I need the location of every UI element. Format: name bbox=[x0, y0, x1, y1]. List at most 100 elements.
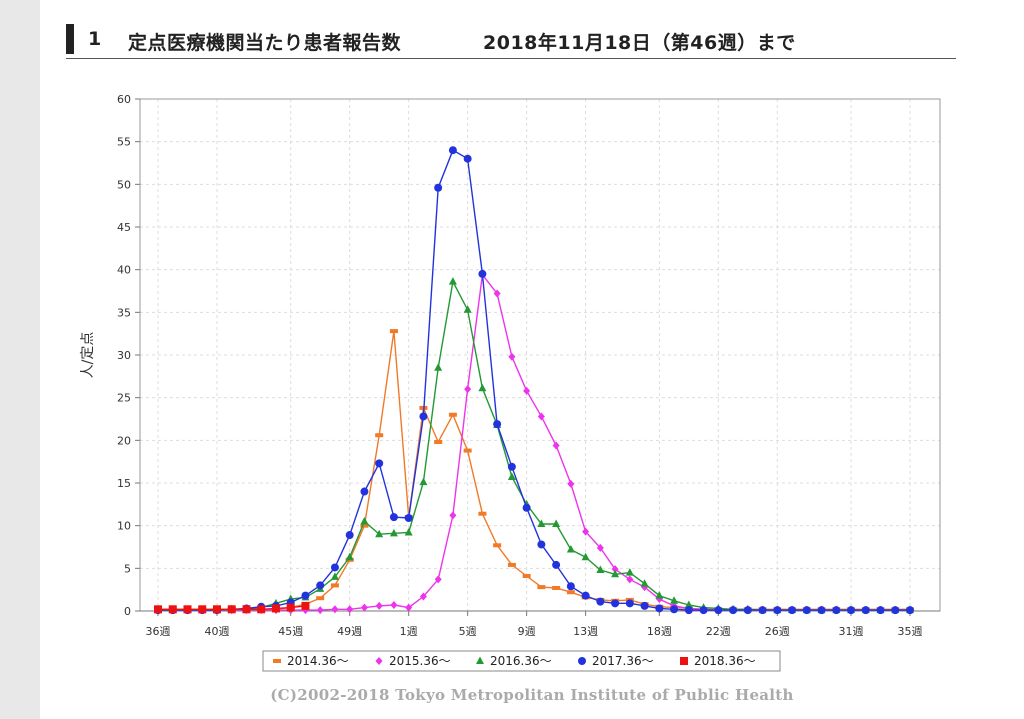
data-point bbox=[493, 420, 502, 429]
data-point bbox=[729, 606, 738, 615]
legend-label: 2014.36〜 bbox=[287, 654, 349, 668]
data-point bbox=[449, 511, 457, 520]
data-point bbox=[611, 565, 619, 574]
data-point bbox=[390, 601, 398, 610]
copyright-notice: (C)2002-2018 Tokyo Metropolitan Institut… bbox=[270, 686, 794, 704]
x-tick-label: 1週 bbox=[400, 625, 418, 638]
x-tick-label: 22週 bbox=[706, 625, 731, 638]
data-point bbox=[286, 603, 295, 612]
data-point bbox=[405, 603, 413, 612]
x-tick-label: 31週 bbox=[839, 625, 864, 638]
series-line bbox=[158, 149, 910, 611]
y-tick-label: 35 bbox=[117, 306, 131, 319]
data-point bbox=[448, 277, 457, 285]
legend-label: 2017.36〜 bbox=[592, 654, 654, 668]
x-tick-label: 26週 bbox=[765, 625, 790, 638]
x-tick-label: 49週 bbox=[337, 625, 362, 638]
series-201836 bbox=[154, 601, 310, 614]
data-point bbox=[552, 560, 561, 569]
data-point bbox=[684, 606, 693, 615]
data-point bbox=[448, 146, 457, 155]
data-point bbox=[198, 605, 207, 614]
data-point bbox=[168, 605, 177, 614]
data-point bbox=[611, 599, 620, 608]
series-line bbox=[158, 273, 910, 611]
data-point bbox=[680, 657, 688, 665]
data-point bbox=[655, 591, 664, 599]
data-point bbox=[566, 545, 575, 553]
data-point bbox=[360, 487, 369, 496]
data-point bbox=[523, 386, 531, 395]
data-point bbox=[464, 385, 472, 394]
data-point bbox=[714, 606, 723, 615]
data-point bbox=[625, 568, 634, 576]
data-point bbox=[578, 657, 586, 665]
data-point bbox=[626, 575, 634, 584]
data-point bbox=[906, 606, 914, 615]
data-point bbox=[316, 596, 325, 601]
y-tick-label: 40 bbox=[117, 264, 131, 277]
x-tick-label: 36週 bbox=[146, 625, 171, 638]
data-point bbox=[508, 352, 516, 361]
data-point bbox=[389, 513, 398, 522]
legend-label: 2018.36〜 bbox=[694, 654, 756, 668]
data-point bbox=[404, 527, 413, 536]
data-point bbox=[419, 592, 427, 601]
data-point bbox=[507, 462, 516, 471]
data-point bbox=[360, 523, 369, 528]
data-point bbox=[360, 603, 368, 612]
data-point bbox=[507, 562, 516, 567]
legend-label: 2016.36〜 bbox=[490, 654, 552, 668]
chart-grid bbox=[140, 98, 940, 611]
y-axis-label: 人/定点 bbox=[80, 332, 96, 379]
data-point bbox=[670, 605, 679, 614]
legend-item: 2014.36〜 bbox=[273, 654, 349, 668]
data-point bbox=[684, 600, 693, 609]
data-point bbox=[375, 459, 384, 468]
data-point bbox=[581, 552, 590, 561]
data-point bbox=[625, 599, 634, 608]
data-point bbox=[537, 585, 546, 590]
data-point bbox=[522, 503, 531, 512]
data-point bbox=[832, 606, 841, 615]
data-point bbox=[817, 606, 826, 615]
data-point bbox=[640, 579, 649, 587]
chart-legend: 2014.36〜 2015.36〜 2016.36〜 2017.36〜 2018.36〜 bbox=[262, 650, 781, 672]
data-point bbox=[581, 591, 590, 600]
y-tick-label: 45 bbox=[117, 221, 131, 234]
data-point bbox=[640, 601, 649, 610]
data-point bbox=[271, 604, 280, 613]
data-point bbox=[346, 605, 354, 614]
y-tick-label: 25 bbox=[117, 392, 131, 405]
data-point bbox=[242, 605, 251, 614]
data-point bbox=[404, 513, 413, 522]
series-201536 bbox=[154, 270, 914, 615]
series-line bbox=[158, 331, 910, 610]
y-tick-label: 30 bbox=[117, 349, 131, 362]
data-point bbox=[537, 540, 546, 549]
chart-axes: 0 5 10 15 20 25 30 35 40 45 50 55 60 36週 40週 45週 49週 1週 5週… bbox=[117, 93, 940, 638]
x-tick-label: 40週 bbox=[204, 625, 229, 638]
data-point bbox=[566, 590, 575, 595]
series-line bbox=[158, 279, 910, 611]
data-point bbox=[448, 412, 457, 417]
legend-item: 2015.36〜 bbox=[375, 654, 451, 668]
data-point bbox=[478, 511, 487, 516]
x-tick-label: 18週 bbox=[647, 625, 672, 638]
data-point bbox=[699, 606, 708, 615]
data-point bbox=[331, 605, 339, 614]
data-point bbox=[476, 656, 484, 664]
data-point bbox=[537, 519, 546, 527]
y-tick-label: 55 bbox=[117, 136, 131, 149]
series-201736 bbox=[154, 146, 914, 615]
data-point bbox=[434, 575, 442, 584]
data-point bbox=[257, 605, 266, 614]
data-point bbox=[463, 448, 472, 453]
x-tick-label: 5週 bbox=[459, 625, 477, 638]
legend-box bbox=[262, 650, 781, 672]
data-point bbox=[360, 516, 369, 525]
data-point bbox=[478, 269, 487, 278]
data-point bbox=[552, 585, 561, 590]
data-point bbox=[389, 528, 398, 537]
data-point bbox=[537, 412, 545, 421]
